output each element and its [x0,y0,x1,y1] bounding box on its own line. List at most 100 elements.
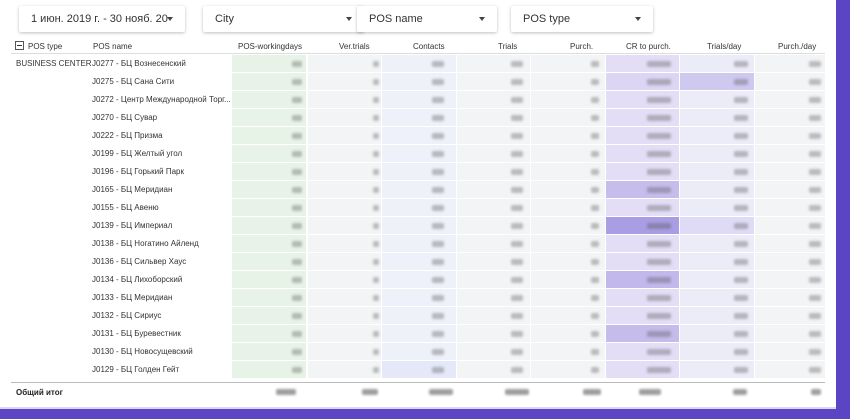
header-trials[interactable]: Trials [498,42,518,51]
blurred-value [373,259,379,265]
header-cr-to-purch[interactable]: CR to purch. [626,42,671,51]
metric-cell [680,271,754,288]
blurred-value [734,277,748,283]
metric-cell [755,361,825,378]
table-row[interactable]: J0196 - БЦ Горький Парк [11,162,825,180]
header-pos-workingdays[interactable]: POS-workingdays [238,42,303,51]
date-range-dropdown[interactable]: 1 июн. 2019 г. - 30 нояб. 20 [19,6,185,32]
table-row[interactable]: J0155 - БЦ Авеню [11,198,825,216]
metric-cell [232,271,306,288]
metric-cell [232,127,306,144]
metric-cell [755,343,825,360]
metric-cell [680,361,754,378]
blurred-value [373,205,379,211]
blurred-value [292,151,302,157]
metric-cell [382,181,456,198]
blurred-value [647,223,671,229]
table-row[interactable]: J0199 - БЦ Желтый угол [11,144,825,162]
blurred-total-value [733,389,747,395]
blurred-value [734,97,748,103]
metric-cell [232,235,306,252]
table-row[interactable]: J0133 - БЦ Меридиан [11,288,825,306]
metric-cell [531,91,605,108]
chevron-down-icon [479,17,485,21]
table-row[interactable]: J0270 - БЦ Сувар [11,108,825,126]
blurred-value [809,367,821,373]
metric-cell [606,361,679,378]
metric-cell [308,289,381,306]
table-row[interactable]: J0132 - БЦ Сириус [11,306,825,324]
metric-cell [308,109,381,126]
metric-cell [382,199,456,216]
metric-cell [382,127,456,144]
header-purch-per-day[interactable]: Purch./day [778,42,817,51]
city-dropdown[interactable]: City [203,6,364,32]
metric-cell [232,163,306,180]
blurred-value [647,277,671,283]
metric-cell [232,109,306,126]
table-row[interactable]: J0139 - БЦ Империал [11,216,825,234]
blurred-value [647,313,671,319]
table-row[interactable]: J0138 - БЦ Ногатино Айленд [11,234,825,252]
blurred-value [591,205,599,211]
header-pos-type[interactable]: POS type [28,42,63,51]
blurred-value [647,61,671,67]
chevron-down-icon [346,17,352,21]
blurred-value [292,259,302,265]
table-row[interactable]: J0130 - БЦ Новосущевский [11,342,825,360]
blurred-value [432,295,444,301]
metric-cell [232,325,306,342]
metric-cell [680,145,754,162]
blurred-value [591,133,599,139]
metric-cell [606,289,679,306]
table-row[interactable]: J0129 - БЦ Голден Гейт [11,360,825,378]
header-contacts[interactable]: Contacts [413,42,445,51]
metric-cell [755,307,825,324]
metric-cell [755,127,825,144]
blurred-value [809,223,821,229]
right-frame-bar [836,0,850,419]
blurred-value [292,133,302,139]
blurred-value [734,313,748,319]
metric-cell [680,73,754,90]
metric-cell [457,343,530,360]
blurred-value [591,259,599,265]
metric-cell [382,55,456,72]
metric-cell [755,55,825,72]
blurred-value [591,241,599,247]
table-row[interactable]: J0275 - БЦ Сана Сити [11,72,825,90]
header-ver-trials[interactable]: Ver.trials [339,42,370,51]
metric-cell [457,271,530,288]
pos-name-dropdown[interactable]: POS name [357,6,497,32]
table-row[interactable]: J0222 - БЦ Призма [11,126,825,144]
blurred-value [734,295,748,301]
blurred-value [373,367,379,373]
blurred-value [373,331,379,337]
table-row[interactable]: J0134 - БЦ Лихоборский [11,270,825,288]
blurred-value [511,133,523,139]
metric-cell [232,199,306,216]
table-row[interactable]: J0136 - БЦ Сильвер Хаус [11,252,825,270]
table-row[interactable]: J0131 - БЦ Буревестник [11,324,825,342]
blurred-value [432,115,444,121]
header-pos-name[interactable]: POS name [93,42,133,51]
pos-name-cell: J0155 - БЦ Авеню [92,203,159,212]
table-row[interactable]: J0277 - БЦ Вознесенский [11,54,825,72]
table-row[interactable]: J0165 - БЦ Меридиан [11,180,825,198]
blurred-value [591,97,599,103]
metric-cell [457,235,530,252]
blurred-value [292,169,302,175]
header-purch[interactable]: Purch. [570,42,594,51]
blurred-value [511,331,523,337]
header-trials-per-day[interactable]: Trials/day [707,42,742,51]
table-row[interactable]: J0272 - Центр Международной Торг... [11,90,825,108]
metric-cell [606,73,679,90]
metric-cell [457,253,530,270]
collapse-icon[interactable] [15,41,24,50]
metric-cell [457,307,530,324]
group-business-center[interactable]: BUSINESS CENTER [16,59,92,68]
pos-type-dropdown[interactable]: POS type [511,6,653,32]
blurred-value [373,241,379,247]
metric-cell [680,289,754,306]
metric-cell [382,361,456,378]
